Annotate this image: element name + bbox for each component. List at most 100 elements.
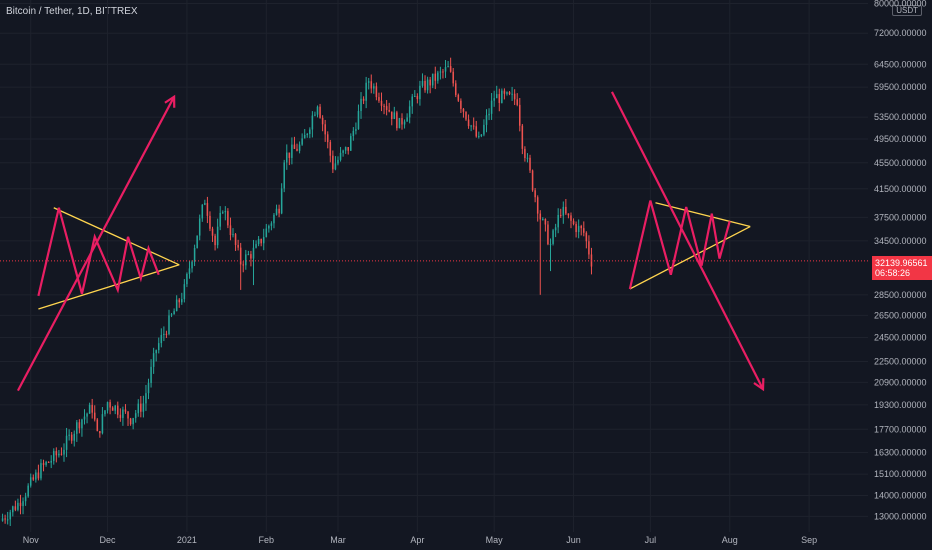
candle-body — [547, 224, 549, 245]
candle-body — [81, 419, 83, 429]
candle-body — [137, 403, 140, 414]
y-tick-label: 17700.00000 — [874, 424, 927, 434]
candle-body — [168, 315, 170, 335]
y-tick-label: 15100.00000 — [874, 469, 927, 479]
candle-body — [301, 138, 303, 145]
y-tick-label: 14000.00000 — [874, 490, 927, 500]
candle-body — [157, 343, 160, 351]
triangle-lower-line — [38, 264, 180, 310]
candle-body — [452, 71, 454, 84]
candle-body — [454, 83, 457, 95]
candle-body — [303, 135, 306, 139]
candle-body — [324, 124, 326, 135]
candle-body — [403, 121, 406, 125]
candle-body — [4, 518, 6, 520]
candle-body — [408, 106, 411, 118]
candle-body — [470, 125, 472, 127]
candle-body — [119, 414, 122, 418]
candle-body — [319, 106, 321, 118]
candle-body — [234, 234, 237, 245]
candle-body — [265, 228, 268, 238]
candle-body — [380, 100, 383, 106]
last-price-badge: 32139.96561 06:58:26 — [872, 256, 932, 280]
currency-unit-badge[interactable]: USDT — [892, 5, 922, 16]
candle-body — [367, 81, 370, 83]
candle-body — [68, 434, 70, 436]
candle-body — [170, 314, 173, 316]
candle-body — [557, 214, 559, 228]
trend-arrow-line — [610, 91, 765, 390]
y-tick-label: 13000.00000 — [874, 511, 927, 521]
candle-body — [65, 435, 68, 450]
candle-body — [24, 496, 27, 502]
candle-body — [12, 506, 14, 513]
candle-body — [577, 225, 580, 233]
candle-body — [196, 235, 198, 249]
candle-body — [219, 212, 221, 227]
candle-body — [245, 254, 247, 266]
candle-body — [357, 111, 360, 130]
y-tick-label: 37500.00000 — [874, 212, 927, 222]
candle-body — [206, 203, 209, 216]
grid — [0, 0, 868, 532]
candle-body — [519, 104, 521, 126]
drawings[interactable] — [16, 91, 765, 392]
candle-body — [339, 152, 342, 160]
candle-body — [485, 115, 488, 125]
candle-body — [309, 129, 311, 134]
candle-body — [472, 125, 475, 127]
candle-body — [362, 98, 365, 101]
candle-body — [306, 133, 309, 136]
candle-body — [221, 212, 224, 214]
y-tick-label: 26500.00000 — [874, 310, 927, 320]
candle-body — [178, 299, 181, 303]
candle-body — [29, 477, 32, 486]
candle-body — [570, 215, 572, 221]
candle-body — [93, 412, 96, 420]
trend-arrow-head — [753, 378, 765, 392]
candle-body — [6, 519, 9, 521]
candle-body — [554, 227, 557, 231]
candle-body — [96, 419, 99, 432]
candle-body — [73, 433, 76, 441]
candle-body — [344, 147, 347, 151]
candle-body — [360, 98, 362, 112]
candle-body — [145, 393, 147, 404]
candle-body — [257, 238, 260, 245]
candle-body — [55, 451, 58, 456]
candle-body — [291, 144, 293, 158]
candle-body — [152, 353, 155, 367]
candle-body — [252, 247, 255, 259]
candle-body — [501, 90, 503, 103]
candle-body — [106, 402, 109, 411]
candle-body — [14, 506, 17, 510]
candle-body — [588, 241, 590, 255]
y-tick-label: 34500.00000 — [874, 236, 927, 246]
candle-body — [529, 157, 531, 171]
candle-body — [140, 403, 142, 412]
candle-body — [191, 261, 193, 269]
candle-body — [567, 213, 570, 216]
candle-body — [311, 115, 314, 130]
candle-body — [255, 244, 257, 248]
candle-body — [385, 106, 388, 110]
candle-body — [275, 208, 278, 215]
x-tick-label: Jul — [645, 535, 657, 545]
candle-body — [539, 213, 542, 220]
candle-body — [493, 98, 495, 101]
candle-body — [47, 461, 50, 463]
candle-body — [337, 159, 339, 164]
last-price-value: 32139.96561 — [875, 258, 928, 268]
bar-countdown: 06:58:26 — [875, 268, 911, 278]
candle-body — [467, 119, 470, 127]
candle-body — [506, 92, 508, 94]
x-tick-label: Dec — [100, 535, 117, 545]
candle-body — [147, 382, 150, 394]
candle-body — [524, 148, 526, 159]
candle-body — [216, 226, 219, 246]
candle-body — [350, 136, 352, 151]
candle-body — [495, 94, 498, 99]
candle-body — [388, 109, 390, 112]
x-tick-label: Apr — [410, 535, 424, 545]
